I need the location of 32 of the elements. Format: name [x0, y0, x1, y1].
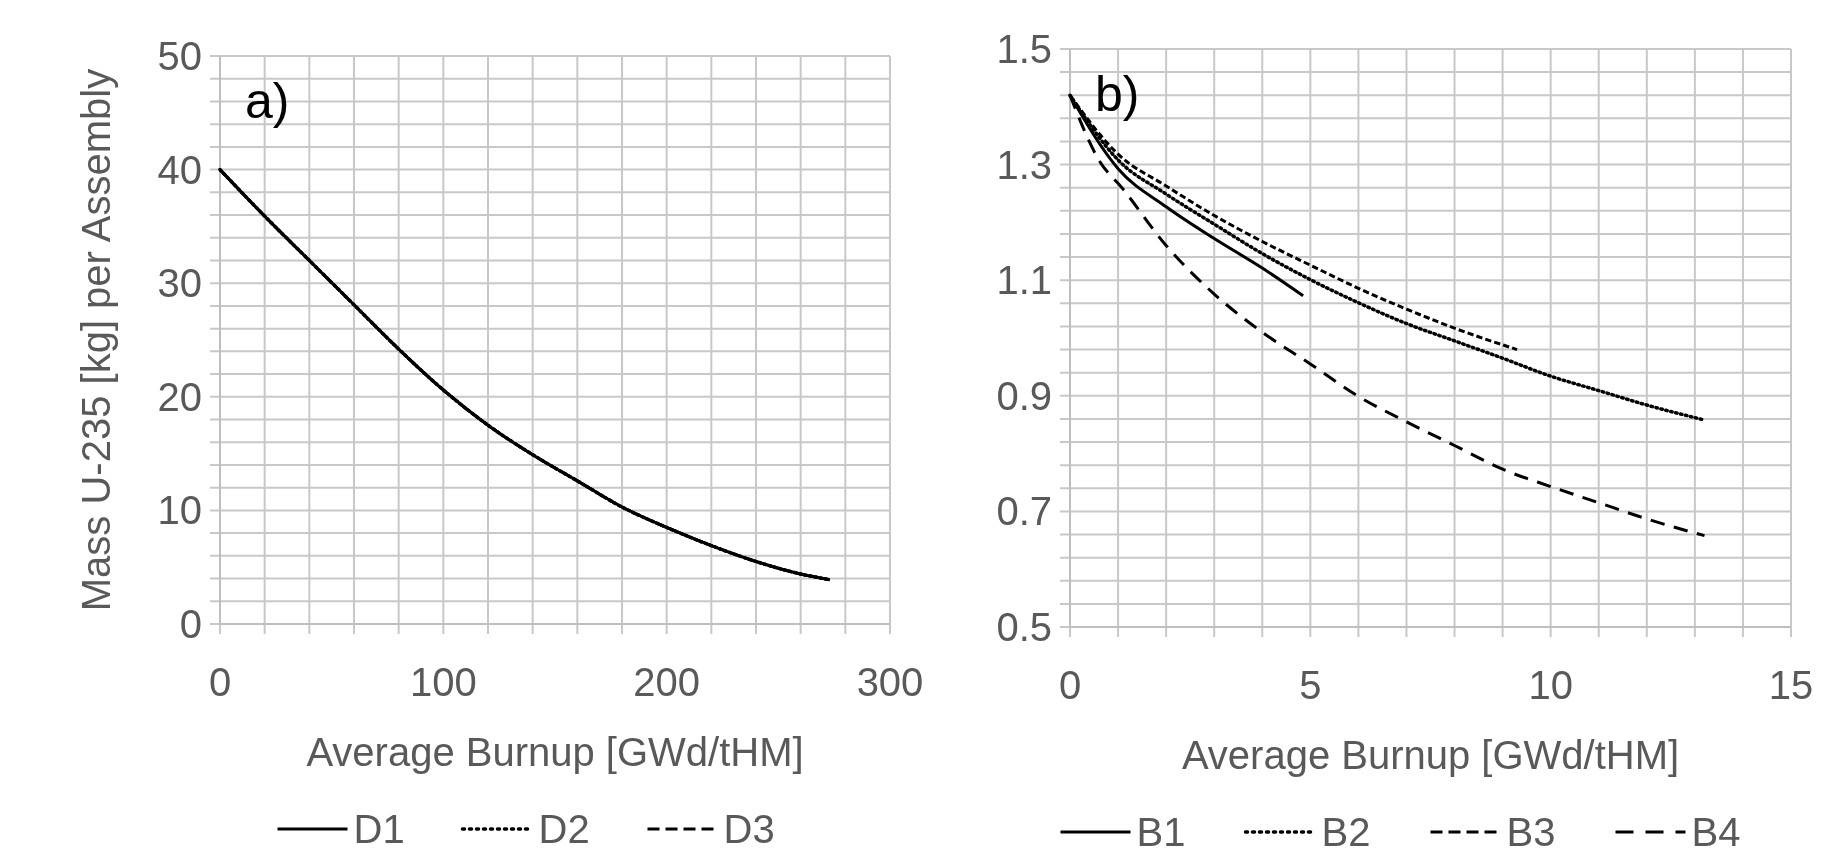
y-tick-label: 40: [157, 147, 202, 192]
y-tick-label: 0.5: [996, 605, 1052, 649]
x-axis-title: Average Burnup [GWd/tHM]: [306, 730, 804, 774]
x-tick-label: 0: [208, 660, 232, 704]
y-tick-label: 30: [157, 261, 202, 306]
x-tick-label: 5: [1299, 663, 1322, 707]
annotation: a): [245, 73, 290, 129]
x-tick-label: 0: [1058, 663, 1082, 707]
y-tick-label: 0: [179, 602, 202, 646]
x-tick-label: 10: [1528, 663, 1573, 707]
y-tick-label: 1.3: [996, 142, 1052, 187]
legend-label: B4: [1691, 810, 1741, 854]
legend-label: B2: [1321, 810, 1371, 854]
legend-label: B1: [1136, 810, 1186, 854]
y-tick-label: 1.5: [996, 27, 1052, 71]
y-tick-label: 0.9: [996, 373, 1052, 418]
y-tick-label: 10: [157, 488, 202, 533]
y-tick-label: 50: [157, 34, 202, 78]
x-tick-label: 100: [409, 660, 477, 704]
x-tick-label: 300: [856, 660, 924, 704]
legend-label: D3: [723, 807, 775, 851]
y-tick-label: 0.7: [996, 489, 1052, 534]
y-tick-label: 20: [157, 374, 202, 419]
annotation: b): [1095, 66, 1140, 122]
legend-label: B3: [1506, 810, 1556, 854]
y-tick-label: 1.1: [996, 258, 1052, 303]
x-tick-label: 15: [1768, 663, 1814, 707]
x-tick-label: 200: [633, 660, 701, 704]
legend-label: D2: [538, 807, 590, 851]
x-axis-title: Average Burnup [GWd/tHM]: [1181, 733, 1680, 777]
y-axis-title: Mass U-235 [kg] per Assembly: [74, 68, 118, 612]
legend-label: D1: [353, 807, 405, 851]
